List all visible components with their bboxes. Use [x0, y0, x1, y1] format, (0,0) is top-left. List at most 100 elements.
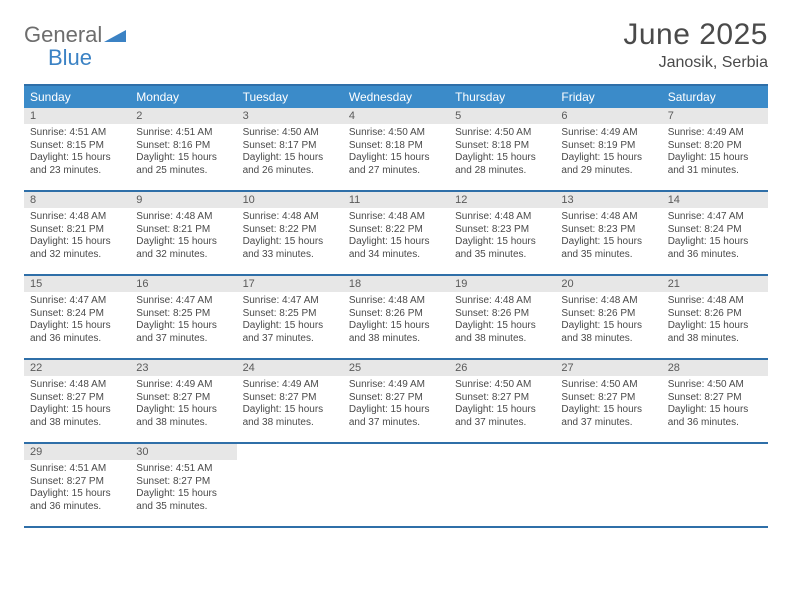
- sunset-line: Sunset: 8:22 PM: [243, 224, 337, 237]
- sunrise-line: Sunrise: 4:49 AM: [668, 127, 762, 140]
- sunrise-line: Sunrise: 4:51 AM: [136, 463, 230, 476]
- day-number: 21: [662, 276, 768, 292]
- sunrise-line: Sunrise: 4:47 AM: [30, 295, 124, 308]
- sunrise-line: Sunrise: 4:50 AM: [349, 127, 443, 140]
- day-cell: 20Sunrise: 4:48 AMSunset: 8:26 PMDayligh…: [555, 276, 661, 358]
- day-cell: [237, 444, 343, 526]
- daylight-line: Daylight: 15 hours and 37 minutes.: [561, 404, 655, 429]
- day-cell: 14Sunrise: 4:47 AMSunset: 8:24 PMDayligh…: [662, 192, 768, 274]
- day-body: Sunrise: 4:49 AMSunset: 8:27 PMDaylight:…: [130, 376, 236, 435]
- daylight-line: Daylight: 15 hours and 38 minutes.: [30, 404, 124, 429]
- sunset-line: Sunset: 8:27 PM: [561, 392, 655, 405]
- weekday-header: Friday: [555, 86, 661, 108]
- sunrise-line: Sunrise: 4:48 AM: [455, 211, 549, 224]
- daylight-line: Daylight: 15 hours and 32 minutes.: [30, 236, 124, 261]
- weekday-header: Monday: [130, 86, 236, 108]
- sunset-line: Sunset: 8:23 PM: [561, 224, 655, 237]
- daylight-line: Daylight: 15 hours and 36 minutes.: [30, 488, 124, 513]
- day-number: 24: [237, 360, 343, 376]
- sunrise-line: Sunrise: 4:48 AM: [30, 211, 124, 224]
- day-number: 5: [449, 108, 555, 124]
- day-cell: 9Sunrise: 4:48 AMSunset: 8:21 PMDaylight…: [130, 192, 236, 274]
- sunset-line: Sunset: 8:27 PM: [668, 392, 762, 405]
- daylight-line: Daylight: 15 hours and 29 minutes.: [561, 152, 655, 177]
- daylight-line: Daylight: 15 hours and 38 minutes.: [455, 320, 549, 345]
- day-body: Sunrise: 4:48 AMSunset: 8:26 PMDaylight:…: [662, 292, 768, 351]
- weekday-header: Thursday: [449, 86, 555, 108]
- daylight-line: Daylight: 15 hours and 27 minutes.: [349, 152, 443, 177]
- sunrise-line: Sunrise: 4:48 AM: [349, 211, 443, 224]
- sunset-line: Sunset: 8:27 PM: [455, 392, 549, 405]
- week-row: 1Sunrise: 4:51 AMSunset: 8:15 PMDaylight…: [24, 108, 768, 192]
- sunset-line: Sunset: 8:27 PM: [30, 476, 124, 489]
- day-body: Sunrise: 4:50 AMSunset: 8:18 PMDaylight:…: [449, 124, 555, 183]
- daylight-line: Daylight: 15 hours and 25 minutes.: [136, 152, 230, 177]
- day-body: Sunrise: 4:51 AMSunset: 8:16 PMDaylight:…: [130, 124, 236, 183]
- sunset-line: Sunset: 8:26 PM: [455, 308, 549, 321]
- daylight-line: Daylight: 15 hours and 38 minutes.: [136, 404, 230, 429]
- day-cell: 11Sunrise: 4:48 AMSunset: 8:22 PMDayligh…: [343, 192, 449, 274]
- sunset-line: Sunset: 8:25 PM: [243, 308, 337, 321]
- sunset-line: Sunset: 8:17 PM: [243, 140, 337, 153]
- daylight-line: Daylight: 15 hours and 36 minutes.: [668, 236, 762, 261]
- logo-word-general: General: [24, 22, 102, 47]
- day-number: 10: [237, 192, 343, 208]
- day-number: 23: [130, 360, 236, 376]
- sunset-line: Sunset: 8:27 PM: [349, 392, 443, 405]
- sunrise-line: Sunrise: 4:51 AM: [30, 463, 124, 476]
- day-body: Sunrise: 4:47 AMSunset: 8:25 PMDaylight:…: [130, 292, 236, 351]
- sunrise-line: Sunrise: 4:48 AM: [455, 295, 549, 308]
- daylight-line: Daylight: 15 hours and 36 minutes.: [30, 320, 124, 345]
- sunrise-line: Sunrise: 4:48 AM: [243, 211, 337, 224]
- sunrise-line: Sunrise: 4:50 AM: [455, 379, 549, 392]
- day-number: 19: [449, 276, 555, 292]
- weekday-header-row: Sunday Monday Tuesday Wednesday Thursday…: [24, 86, 768, 108]
- day-body: Sunrise: 4:48 AMSunset: 8:21 PMDaylight:…: [130, 208, 236, 267]
- sunset-line: Sunset: 8:26 PM: [349, 308, 443, 321]
- header: General Blue June 2025 Janosik, Serbia: [24, 18, 768, 72]
- sunset-line: Sunset: 8:15 PM: [30, 140, 124, 153]
- day-cell: 3Sunrise: 4:50 AMSunset: 8:17 PMDaylight…: [237, 108, 343, 190]
- sunset-line: Sunset: 8:26 PM: [668, 308, 762, 321]
- sunset-line: Sunset: 8:26 PM: [561, 308, 655, 321]
- sunset-line: Sunset: 8:23 PM: [455, 224, 549, 237]
- day-body: Sunrise: 4:48 AMSunset: 8:26 PMDaylight:…: [343, 292, 449, 351]
- daylight-line: Daylight: 15 hours and 36 minutes.: [668, 404, 762, 429]
- day-body: Sunrise: 4:51 AMSunset: 8:15 PMDaylight:…: [24, 124, 130, 183]
- sunrise-line: Sunrise: 4:49 AM: [243, 379, 337, 392]
- sunrise-line: Sunrise: 4:49 AM: [561, 127, 655, 140]
- day-number: 29: [24, 444, 130, 460]
- day-cell: 7Sunrise: 4:49 AMSunset: 8:20 PMDaylight…: [662, 108, 768, 190]
- day-number: 30: [130, 444, 236, 460]
- sunset-line: Sunset: 8:24 PM: [668, 224, 762, 237]
- day-number: 26: [449, 360, 555, 376]
- sunrise-line: Sunrise: 4:48 AM: [561, 211, 655, 224]
- day-cell: 2Sunrise: 4:51 AMSunset: 8:16 PMDaylight…: [130, 108, 236, 190]
- title-block: June 2025 Janosik, Serbia: [623, 18, 768, 72]
- day-number: 18: [343, 276, 449, 292]
- day-cell: 21Sunrise: 4:48 AMSunset: 8:26 PMDayligh…: [662, 276, 768, 358]
- day-cell: [449, 444, 555, 526]
- day-body: Sunrise: 4:49 AMSunset: 8:27 PMDaylight:…: [237, 376, 343, 435]
- daylight-line: Daylight: 15 hours and 37 minutes.: [455, 404, 549, 429]
- sunset-line: Sunset: 8:22 PM: [349, 224, 443, 237]
- day-number: 8: [24, 192, 130, 208]
- calendar: Sunday Monday Tuesday Wednesday Thursday…: [24, 84, 768, 528]
- daylight-line: Daylight: 15 hours and 38 minutes.: [349, 320, 443, 345]
- daylight-line: Daylight: 15 hours and 38 minutes.: [668, 320, 762, 345]
- day-cell: 17Sunrise: 4:47 AMSunset: 8:25 PMDayligh…: [237, 276, 343, 358]
- day-number: 6: [555, 108, 661, 124]
- day-number: 7: [662, 108, 768, 124]
- day-body: Sunrise: 4:48 AMSunset: 8:23 PMDaylight:…: [555, 208, 661, 267]
- daylight-line: Daylight: 15 hours and 37 minutes.: [136, 320, 230, 345]
- day-body: Sunrise: 4:48 AMSunset: 8:23 PMDaylight:…: [449, 208, 555, 267]
- week-row: 8Sunrise: 4:48 AMSunset: 8:21 PMDaylight…: [24, 192, 768, 276]
- week-row: 22Sunrise: 4:48 AMSunset: 8:27 PMDayligh…: [24, 360, 768, 444]
- day-cell: 29 Sunrise: 4:51 AMSunset: 8:27 PMDayligh…: [24, 444, 130, 526]
- day-body: Sunrise: 4:47 AMSunset: 8:24 PMDaylight:…: [662, 208, 768, 267]
- day-number: 2: [130, 108, 236, 124]
- sunset-line: Sunset: 8:27 PM: [136, 392, 230, 405]
- day-cell: 6Sunrise: 4:49 AMSunset: 8:19 PMDaylight…: [555, 108, 661, 190]
- sunrise-line: Sunrise: 4:51 AM: [136, 127, 230, 140]
- day-number: 11: [343, 192, 449, 208]
